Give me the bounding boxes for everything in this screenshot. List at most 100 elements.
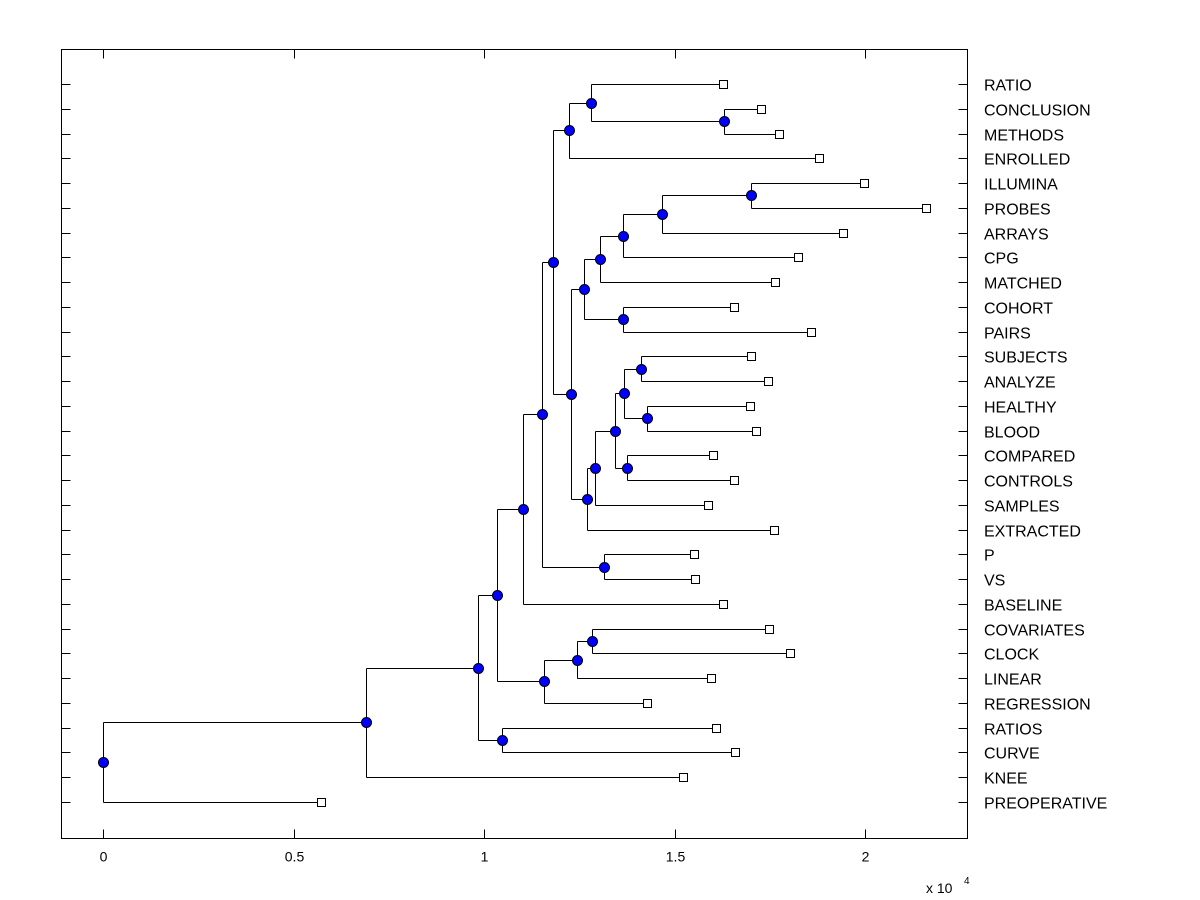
leaf-marker-extracted <box>770 526 779 535</box>
leaf-label-clock: CLOCK <box>984 647 1039 664</box>
leaf-marker-knee <box>679 773 688 782</box>
internal-node-marker <box>642 413 653 424</box>
leaf-marker-regression <box>643 699 652 708</box>
leaf-marker-arrays <box>839 229 848 238</box>
leaf-marker-controls <box>730 476 739 485</box>
leaf-label-knee: KNEE <box>984 771 1028 788</box>
internal-node-marker <box>537 409 548 420</box>
internal-node-marker <box>595 254 606 265</box>
leaf-marker-compared <box>709 451 718 460</box>
internal-node-marker <box>566 389 577 400</box>
internal-node-marker <box>586 98 597 109</box>
leaf-label-pairs: PAIRS <box>984 326 1031 343</box>
internal-node-marker <box>548 257 559 268</box>
leaf-marker-p <box>690 550 699 559</box>
tree-nodes <box>98 80 931 807</box>
leaf-marker-linear <box>707 674 716 683</box>
internal-node-marker <box>98 757 109 768</box>
leaf-marker-samples <box>704 501 713 510</box>
internal-node-marker <box>579 284 590 295</box>
internal-node-marker <box>497 735 508 746</box>
leaf-label-analyze: ANALYZE <box>984 375 1056 392</box>
internal-node-marker <box>518 504 529 515</box>
leaf-label-arrays: ARRAYS <box>984 227 1049 244</box>
internal-node-marker <box>564 125 575 136</box>
internal-node-marker <box>619 388 630 399</box>
leaf-label-p: P <box>984 548 995 565</box>
leaf-marker-pairs <box>807 328 816 337</box>
leaf-marker-cohort <box>730 303 739 312</box>
internal-node-marker <box>473 663 484 674</box>
leaf-label-probes: PROBES <box>984 202 1051 219</box>
leaf-marker-curve <box>731 748 740 757</box>
leaf-label-conclusion: CONCLUSION <box>984 103 1091 120</box>
leaf-label-extracted: EXTRACTED <box>984 524 1081 541</box>
leaf-marker-probes <box>922 204 931 213</box>
leaf-label-illumina: ILLUMINA <box>984 177 1058 194</box>
x-tick-label: 1 <box>481 849 489 865</box>
leaf-marker-blood <box>752 427 761 436</box>
internal-node-marker <box>636 364 647 375</box>
leaf-label-vs: VS <box>984 573 1005 590</box>
internal-node-marker <box>618 231 629 242</box>
leaf-marker-ratio <box>719 80 728 89</box>
leaf-marker-vs <box>691 575 700 584</box>
leaf-label-regression: REGRESSION <box>984 697 1091 714</box>
leaf-label-cpg: CPG <box>984 251 1019 268</box>
leaf-label-compared: COMPARED <box>984 449 1075 466</box>
internal-node-marker <box>590 463 601 474</box>
leaf-marker-methods <box>775 130 784 139</box>
internal-node-marker <box>492 590 503 601</box>
internal-node-marker <box>610 426 621 437</box>
leaf-marker-matched <box>771 278 780 287</box>
leaf-label-ratio: RATIO <box>984 78 1032 95</box>
leaf-label-methods: METHODS <box>984 128 1064 145</box>
internal-node-marker <box>587 636 598 647</box>
leaf-label-curve: CURVE <box>984 746 1040 763</box>
leaf-marker-clock <box>786 649 795 658</box>
internal-node-marker <box>361 717 372 728</box>
leaf-label-matched: MATCHED <box>984 276 1062 293</box>
x-tick-label: 2 <box>862 849 870 865</box>
x-scale-exponent: 4 <box>964 876 970 887</box>
internal-node-marker <box>746 190 757 201</box>
x-tick-label: 0.5 <box>285 849 305 865</box>
axis-ticks: 0 0.5 1 1.5 2 <box>61 49 968 865</box>
leaf-label-samples: SAMPLES <box>984 499 1060 516</box>
leaf-marker-analyze <box>764 377 773 386</box>
internal-node-marker <box>599 562 610 573</box>
leaf-marker-covariates <box>765 625 774 634</box>
internal-node-marker <box>582 494 593 505</box>
leaf-labels: RATIOCONCLUSIONMETHODSENROLLEDILLUMINAPR… <box>984 78 1107 813</box>
leaf-label-covariates: COVARIATES <box>984 623 1085 640</box>
leaf-label-controls: CONTROLS <box>984 474 1073 491</box>
leaf-label-subjects: SUBJECTS <box>984 350 1068 367</box>
leaf-label-baseline: BASELINE <box>984 598 1062 615</box>
internal-node-marker <box>539 676 550 687</box>
internal-node-marker <box>719 116 730 127</box>
internal-node-marker <box>572 655 583 666</box>
leaf-label-preoperative: PREOPERATIVE <box>984 796 1107 813</box>
leaf-label-linear: LINEAR <box>984 672 1042 689</box>
x-tick-label: 1.5 <box>666 849 686 865</box>
leaf-label-enrolled: ENROLLED <box>984 152 1070 169</box>
leaf-marker-subjects <box>747 352 756 361</box>
leaf-marker-cpg <box>794 253 803 262</box>
leaf-label-blood: BLOOD <box>984 425 1040 442</box>
x-scale-label: x 10 <box>926 880 953 896</box>
leaf-marker-preoperative <box>317 798 326 807</box>
leaf-marker-baseline <box>719 600 728 609</box>
internal-node-marker <box>657 209 668 220</box>
leaf-marker-enrolled <box>815 154 824 163</box>
leaf-marker-healthy <box>746 402 755 411</box>
internal-node-marker <box>618 314 629 325</box>
internal-node-marker <box>622 463 633 474</box>
leaf-marker-conclusion <box>757 105 766 114</box>
leaf-label-cohort: COHORT <box>984 301 1053 318</box>
x-tick-label: 0 <box>100 849 108 865</box>
leaf-marker-ratios <box>712 724 721 733</box>
leaf-label-ratios: RATIOS <box>984 722 1042 739</box>
leaf-label-healthy: HEALTHY <box>984 400 1057 417</box>
leaf-marker-illumina <box>860 179 869 188</box>
